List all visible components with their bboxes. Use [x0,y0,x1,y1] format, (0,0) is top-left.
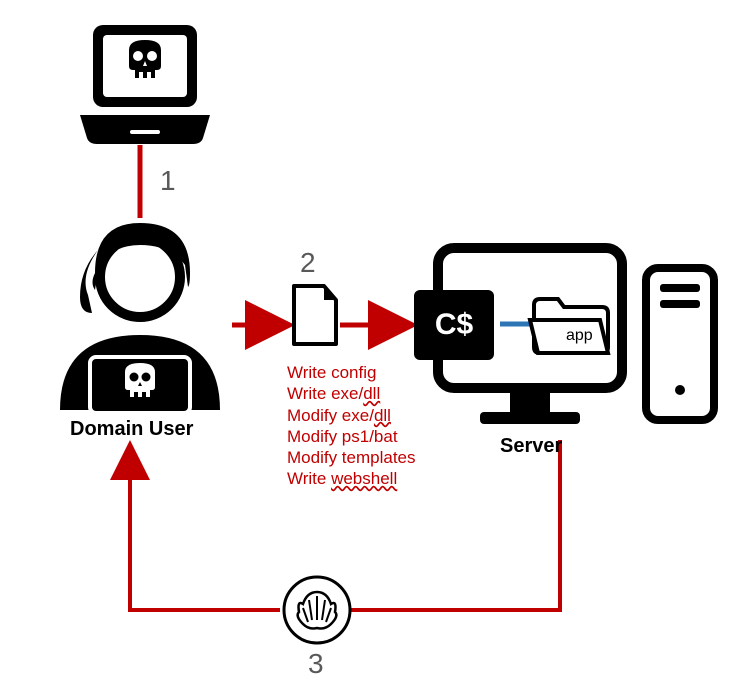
attack-list: Write configWrite exe/dllModify exe/dllM… [287,362,416,490]
document-icon [290,284,340,346]
share-label: C$ [435,308,473,342]
attack-line: Modify exe/dll [287,405,416,426]
attack-line: Write exe/dll [287,383,416,404]
step-3-label: 3 [308,648,324,680]
attack-line: Write webshell [287,468,416,489]
attack-line: Write config [287,362,416,383]
pc-tower-icon [640,262,720,427]
share-box: C$ [414,290,494,360]
server-label: Server [500,435,562,458]
shell-circle-icon [280,573,354,647]
domain-user-label: Domain User [70,418,193,441]
laptop-icon [75,20,215,145]
folder-label: app [566,327,593,345]
hacker-user-icon [40,215,240,415]
step-1-label: 1 [160,165,176,197]
attack-line: Modify templates [287,447,416,468]
attack-line: Modify ps1/bat [287,426,416,447]
step-2-label: 2 [300,247,316,279]
